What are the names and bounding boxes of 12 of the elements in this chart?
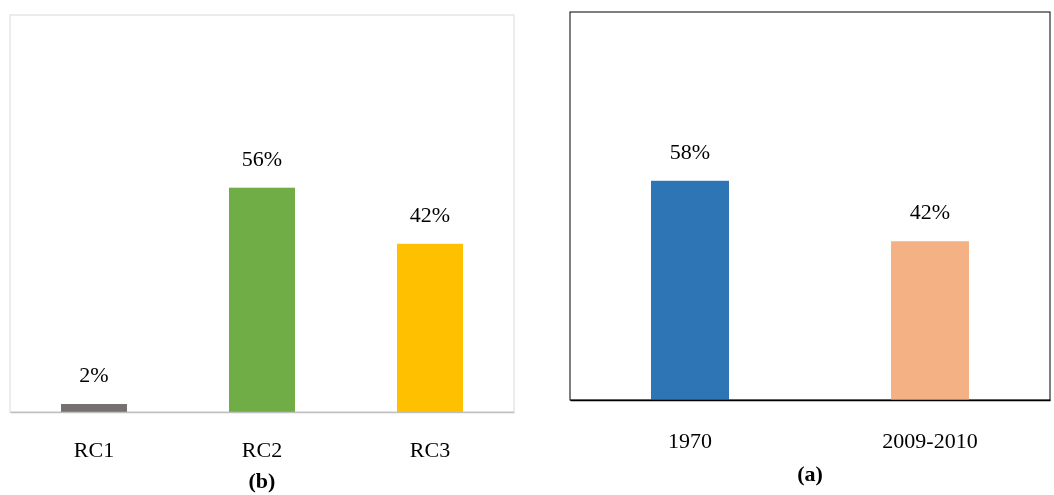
text: (a)	[797, 461, 823, 486]
x-tick-label: RC1	[73, 437, 115, 462]
text: (b)	[248, 468, 276, 493]
data-label: 58%	[669, 138, 711, 164]
x-tick-label: RC2	[241, 437, 283, 462]
data-label: 2%	[79, 361, 109, 387]
x-tick-label: RC3	[409, 437, 451, 462]
data-label: 56%	[241, 145, 283, 171]
x-tick-label: 1970	[668, 428, 712, 453]
data-label: 42%	[909, 199, 951, 225]
data-label: 42%	[409, 201, 451, 227]
x-tick-label: 2009-2010	[882, 428, 978, 453]
